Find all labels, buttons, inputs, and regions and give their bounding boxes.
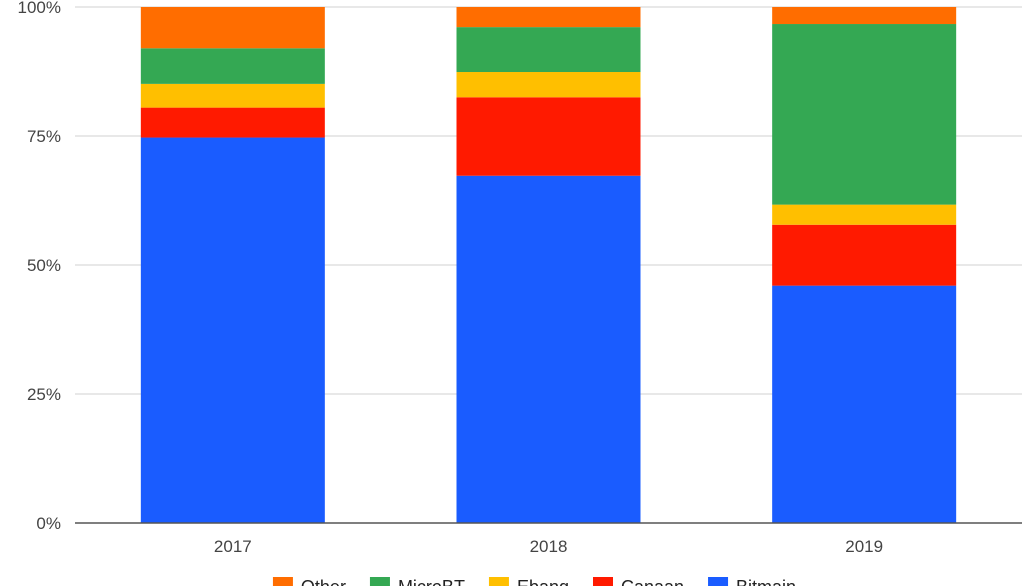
legend-item-ebang: Ebang xyxy=(488,577,569,586)
bar-segment-canaan-2018 xyxy=(456,97,641,176)
x-axis-ticks: 2017 2018 2019 xyxy=(214,537,883,556)
x-tick-label: 2018 xyxy=(530,537,568,556)
legend-swatch xyxy=(488,577,509,586)
bar-segment-ebang-2017 xyxy=(140,83,325,108)
legend-label: Other xyxy=(301,577,346,586)
legend-label: MicroBT xyxy=(398,577,465,586)
legend-item-other: Other xyxy=(272,577,346,586)
bar-segment-bitmain-2019 xyxy=(772,285,957,523)
x-tick-label: 2017 xyxy=(214,537,252,556)
legend-swatch xyxy=(369,577,390,586)
bar-segment-canaan-2019 xyxy=(772,224,957,286)
legend-swatch xyxy=(592,577,613,586)
y-axis-ticks: 0% 25% 50% 75% 100% xyxy=(18,0,61,533)
legend-swatch xyxy=(272,577,293,586)
bar-segment-canaan-2017 xyxy=(140,107,325,138)
bar-segment-ebang-2019 xyxy=(772,204,957,225)
bar-segment-other-2019 xyxy=(772,7,957,25)
y-tick-label: 0% xyxy=(36,514,61,533)
bar-segment-other-2017 xyxy=(140,7,325,49)
bar-segment-microbt-2017 xyxy=(140,48,325,84)
bar-segment-microbt-2018 xyxy=(456,27,641,73)
legend-label: Bitmain xyxy=(736,577,796,586)
legend-swatch xyxy=(708,577,729,586)
x-tick-label: 2019 xyxy=(845,537,883,556)
y-tick-label: 75% xyxy=(27,127,61,146)
y-tick-label: 100% xyxy=(18,0,61,17)
legend-item-microbt: MicroBT xyxy=(369,577,465,586)
bar-segment-bitmain-2017 xyxy=(140,137,325,523)
y-tick-label: 25% xyxy=(27,385,61,404)
legend-item-bitmain: Bitmain xyxy=(708,577,796,586)
legend-label: Canaan xyxy=(621,577,684,586)
legend-label: Ebang xyxy=(517,577,569,586)
legend: Other MicroBT Ebang Canaan Bitmain xyxy=(272,577,796,586)
bars xyxy=(140,7,957,523)
bar-segment-ebang-2018 xyxy=(456,72,641,98)
legend-item-canaan: Canaan xyxy=(592,577,684,586)
bar-segment-microbt-2019 xyxy=(772,24,957,205)
bar-segment-other-2018 xyxy=(456,7,641,28)
y-tick-label: 50% xyxy=(27,256,61,275)
bar-segment-bitmain-2018 xyxy=(456,175,641,523)
